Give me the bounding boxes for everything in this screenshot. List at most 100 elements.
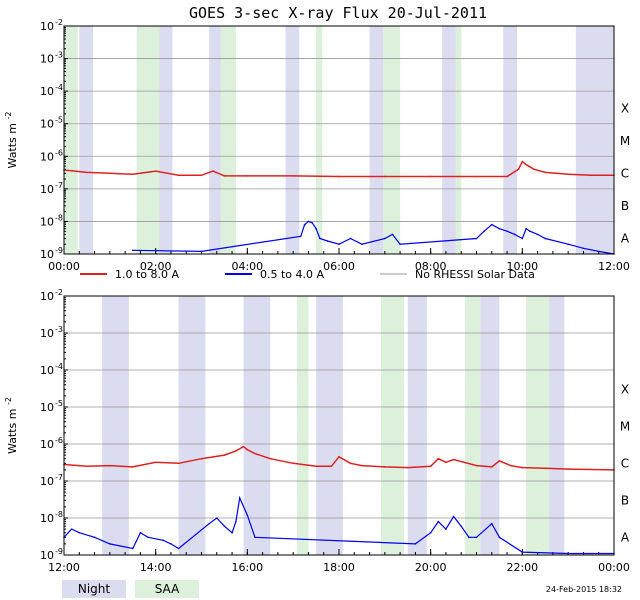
data-point [315,227,317,230]
data-point [529,230,531,233]
data-point [154,461,157,464]
saa-band [220,26,236,254]
y-tick-exponent: -3 [55,51,63,60]
flare-class-label: C [621,457,629,471]
x-tick-label: 00:00 [48,260,80,273]
saa-band [465,296,481,555]
data-point [131,466,134,468]
saa-band [296,296,309,555]
flare-class-label: M [620,134,630,148]
data-point [70,528,73,530]
data-point [292,462,294,465]
data-point [86,171,88,174]
flare-class-label: A [621,232,630,246]
flare-class-label: X [621,101,629,115]
data-point [177,174,180,177]
y-tick-exponent: -3 [55,325,63,334]
saa-swatch [135,580,199,598]
y-tick-label: 10 [40,512,54,525]
y-tick-label: 10 [40,183,54,196]
data-point [254,452,256,455]
x-tick-label: 22:00 [506,561,538,574]
data-point [86,465,88,468]
data-point [242,445,245,448]
data-point [521,160,524,163]
data-point [238,497,241,499]
data-point [510,464,512,467]
data-point [437,520,440,523]
x-tick-label: 08:00 [415,260,447,273]
flare-class-label: A [621,531,630,545]
data-point [338,456,340,458]
top-panel: GOES 3-sec X-ray Flux 20-Jul-2011 10 -2 10… [4,4,630,273]
data-point [506,230,508,233]
data-point [109,464,111,467]
data-point [513,233,516,236]
data-point [139,531,142,534]
data-point [498,227,501,230]
flare-class-label: C [621,167,629,181]
y-tick-label: 10 [40,549,54,562]
x-tick-label: 18:00 [323,561,355,574]
data-point [475,175,478,178]
data-point [307,220,310,223]
data-point [544,171,547,174]
night-band [316,296,343,555]
series-short-line [63,495,614,555]
data-point [452,458,455,461]
night-band [369,26,384,254]
night-band [243,296,271,555]
data-point [315,465,317,468]
data-point [445,461,447,464]
data-point [391,233,394,236]
data-point [506,175,508,178]
y-tick-exponent: -4 [55,83,63,92]
data-point [212,170,214,172]
data-point [300,235,302,238]
data-point [93,536,96,539]
data-point [154,170,157,172]
y-tick-exponent: -2 [55,18,63,27]
data-point [131,249,134,252]
data-point [246,448,249,451]
plot-frame [63,295,615,556]
y-tick-exponent: -2 [55,288,63,297]
data-point [109,543,111,545]
saa-band [316,26,323,254]
y-tick-label: 10 [40,215,54,228]
data-point [200,250,203,253]
night-band [159,26,173,254]
data-point [498,536,501,539]
data-point [521,466,524,469]
data-point [254,536,256,539]
data-point [490,223,493,226]
data-point [567,173,569,176]
data-point [475,536,478,539]
legend-label-gray: No RHESSI Solar Data [415,268,535,281]
legend-label-red: 1.0 to 8.0 A [115,268,180,281]
data-point [303,223,306,226]
data-point [109,172,111,175]
data-point [414,543,417,545]
night-band [549,296,565,555]
chart-title: GOES 3-sec X-ray Flux 20-Jul-2011 [189,4,487,22]
data-point [311,222,314,224]
data-point [399,243,401,245]
data-point [147,536,149,539]
night-band [79,26,94,254]
y-tick-label: 10 [40,85,54,98]
bottom-panel: 10-210-310-410-510-610-710-810-9 12:00 14… [4,288,630,574]
data-point [475,464,478,467]
data-point [78,531,81,534]
x-tick-label: 12:00 [598,260,630,273]
data-point [361,243,363,245]
data-point [521,551,524,553]
data-point [517,168,520,171]
y-tick-exponent: -6 [55,148,63,157]
y-tick-label: 10 [40,53,54,66]
data-point [544,467,547,470]
legend-label-blue: 0.5 to 4.0 A [260,268,325,281]
night-band [209,26,223,254]
saa-band [383,26,401,254]
